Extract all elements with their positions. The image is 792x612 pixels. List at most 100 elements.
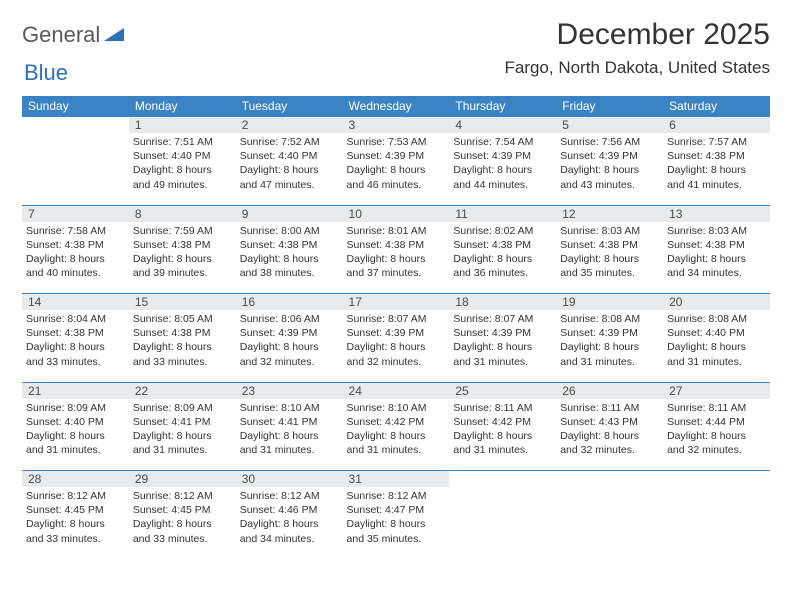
day-content-cell: Sunrise: 8:08 AMSunset: 4:40 PMDaylight:…: [663, 310, 770, 382]
day-line: Sunset: 4:38 PM: [347, 238, 446, 252]
day-content-cell: Sunrise: 7:54 AMSunset: 4:39 PMDaylight:…: [449, 133, 556, 205]
day-line: and 31 minutes.: [26, 443, 125, 457]
day-line: Daylight: 8 hours: [560, 340, 659, 354]
day-content-cell: Sunrise: 8:07 AMSunset: 4:39 PMDaylight:…: [449, 310, 556, 382]
day-line: and 38 minutes.: [240, 266, 339, 280]
day-line: and 35 minutes.: [347, 532, 446, 546]
day-line: Daylight: 8 hours: [26, 252, 125, 266]
day-line: Sunrise: 8:03 AM: [560, 224, 659, 238]
day-content-cell: Sunrise: 8:06 AMSunset: 4:39 PMDaylight:…: [236, 310, 343, 382]
day-number-cell: 21: [22, 382, 129, 399]
day-number-cell: 2: [236, 117, 343, 134]
day-content: Sunrise: 8:08 AMSunset: 4:40 PMDaylight:…: [667, 310, 766, 369]
day-line: Sunrise: 8:08 AM: [667, 312, 766, 326]
weekday-header: Thursday: [449, 96, 556, 117]
day-line: Daylight: 8 hours: [240, 340, 339, 354]
day-number-cell: 30: [236, 471, 343, 488]
day-line: Daylight: 8 hours: [560, 252, 659, 266]
day-content-cell: Sunrise: 8:11 AMSunset: 4:42 PMDaylight:…: [449, 399, 556, 471]
day-line: Sunrise: 8:04 AM: [26, 312, 125, 326]
day-number-cell: [556, 471, 663, 488]
day-content: Sunrise: 8:10 AMSunset: 4:42 PMDaylight:…: [347, 399, 446, 458]
day-line: Daylight: 8 hours: [667, 429, 766, 443]
day-line: Sunset: 4:43 PM: [560, 415, 659, 429]
day-content-row: Sunrise: 8:12 AMSunset: 4:45 PMDaylight:…: [22, 487, 770, 559]
day-content-row: Sunrise: 8:09 AMSunset: 4:40 PMDaylight:…: [22, 399, 770, 471]
day-line: Sunrise: 8:00 AM: [240, 224, 339, 238]
day-number-cell: 18: [449, 294, 556, 311]
day-content: [26, 133, 125, 135]
day-content-cell: [22, 133, 129, 205]
day-line: Daylight: 8 hours: [347, 429, 446, 443]
day-content-cell: Sunrise: 8:11 AMSunset: 4:44 PMDaylight:…: [663, 399, 770, 471]
day-line: Daylight: 8 hours: [26, 517, 125, 531]
month-title: December 2025: [504, 18, 770, 52]
day-content: Sunrise: 8:07 AMSunset: 4:39 PMDaylight:…: [347, 310, 446, 369]
day-line: and 35 minutes.: [560, 266, 659, 280]
day-line: Sunrise: 8:11 AM: [667, 401, 766, 415]
day-line: Sunrise: 8:08 AM: [560, 312, 659, 326]
day-line: Sunrise: 7:56 AM: [560, 135, 659, 149]
day-content: Sunrise: 8:08 AMSunset: 4:39 PMDaylight:…: [560, 310, 659, 369]
title-block: December 2025 Fargo, North Dakota, Unite…: [504, 18, 770, 78]
day-line: Sunset: 4:38 PM: [133, 238, 232, 252]
day-content-row: Sunrise: 7:58 AMSunset: 4:38 PMDaylight:…: [22, 222, 770, 294]
day-number-cell: 9: [236, 205, 343, 222]
day-line: Sunrise: 7:54 AM: [453, 135, 552, 149]
day-line: Sunrise: 8:06 AM: [240, 312, 339, 326]
day-content: Sunrise: 7:52 AMSunset: 4:40 PMDaylight:…: [240, 133, 339, 192]
day-content-cell: Sunrise: 8:02 AMSunset: 4:38 PMDaylight:…: [449, 222, 556, 294]
day-line: Sunset: 4:40 PM: [240, 149, 339, 163]
day-number-cell: 28: [22, 471, 129, 488]
day-content: Sunrise: 8:11 AMSunset: 4:42 PMDaylight:…: [453, 399, 552, 458]
day-content-row: Sunrise: 7:51 AM Sunset: 4:40 PM Daylight:…: [22, 133, 770, 205]
day-content-cell: Sunrise: 8:10 AMSunset: 4:42 PMDaylight:…: [343, 399, 450, 471]
day-content-cell: [556, 487, 663, 559]
day-line: Sunrise: 8:07 AM: [347, 312, 446, 326]
day-content: Sunrise: 8:02 AMSunset: 4:38 PMDaylight:…: [453, 222, 552, 281]
weekday-header: Friday: [556, 96, 663, 117]
day-number-row: 28293031: [22, 471, 770, 488]
day-line: Daylight: 8 hours: [240, 517, 339, 531]
day-line: and 46 minutes.: [347, 178, 446, 192]
day-line: and 33 minutes.: [26, 532, 125, 546]
day-line: and 36 minutes.: [453, 266, 552, 280]
day-number-cell: [22, 117, 129, 134]
day-content: Sunrise: 7:51 AMSunset: 4:40 PMDaylight:…: [133, 133, 232, 192]
day-line: Daylight: 8 hours: [133, 517, 232, 531]
day-line: and 41 minutes.: [667, 178, 766, 192]
day-content-cell: Sunrise: 8:03 AMSunset: 4:38 PMDaylight:…: [556, 222, 663, 294]
day-content: Sunrise: 8:11 AMSunset: 4:44 PMDaylight:…: [667, 399, 766, 458]
day-content: Sunrise: 7:54 AMSunset: 4:39 PMDaylight:…: [453, 133, 552, 192]
day-line: Sunset: 4:44 PM: [667, 415, 766, 429]
day-content-cell: Sunrise: 8:12 AMSunset: 4:45 PMDaylight:…: [129, 487, 236, 559]
day-line: Sunrise: 8:10 AM: [347, 401, 446, 415]
day-line: Sunrise: 8:09 AM: [133, 401, 232, 415]
day-number-cell: 25: [449, 382, 556, 399]
day-number-cell: 31: [343, 471, 450, 488]
day-line: Sunrise: 8:10 AM: [240, 401, 339, 415]
day-number-cell: 13: [663, 205, 770, 222]
day-content-cell: Sunrise: 8:11 AMSunset: 4:43 PMDaylight:…: [556, 399, 663, 471]
day-content: Sunrise: 8:10 AMSunset: 4:41 PMDaylight:…: [240, 399, 339, 458]
day-line: Sunrise: 8:12 AM: [240, 489, 339, 503]
day-line: Sunrise: 8:09 AM: [26, 401, 125, 415]
day-line: and 34 minutes.: [667, 266, 766, 280]
day-line: Daylight: 8 hours: [453, 252, 552, 266]
day-line: Daylight: 8 hours: [240, 252, 339, 266]
day-line: Daylight: 8 hours: [133, 340, 232, 354]
triangle-icon: [104, 25, 124, 46]
day-line: Sunrise: 7:52 AM: [240, 135, 339, 149]
day-line: Daylight: 8 hours: [347, 517, 446, 531]
day-number-cell: 12: [556, 205, 663, 222]
day-number-cell: 20: [663, 294, 770, 311]
day-number-cell: 27: [663, 382, 770, 399]
day-number-cell: 16: [236, 294, 343, 311]
day-number-cell: 6: [663, 117, 770, 134]
day-line: Sunrise: 7:51 AM: [133, 135, 232, 149]
day-content: Sunrise: 8:00 AMSunset: 4:38 PMDaylight:…: [240, 222, 339, 281]
day-line: and 40 minutes.: [26, 266, 125, 280]
day-content-cell: [663, 487, 770, 559]
day-content: Sunrise: 8:11 AMSunset: 4:43 PMDaylight:…: [560, 399, 659, 458]
day-line: Daylight: 8 hours: [667, 163, 766, 177]
